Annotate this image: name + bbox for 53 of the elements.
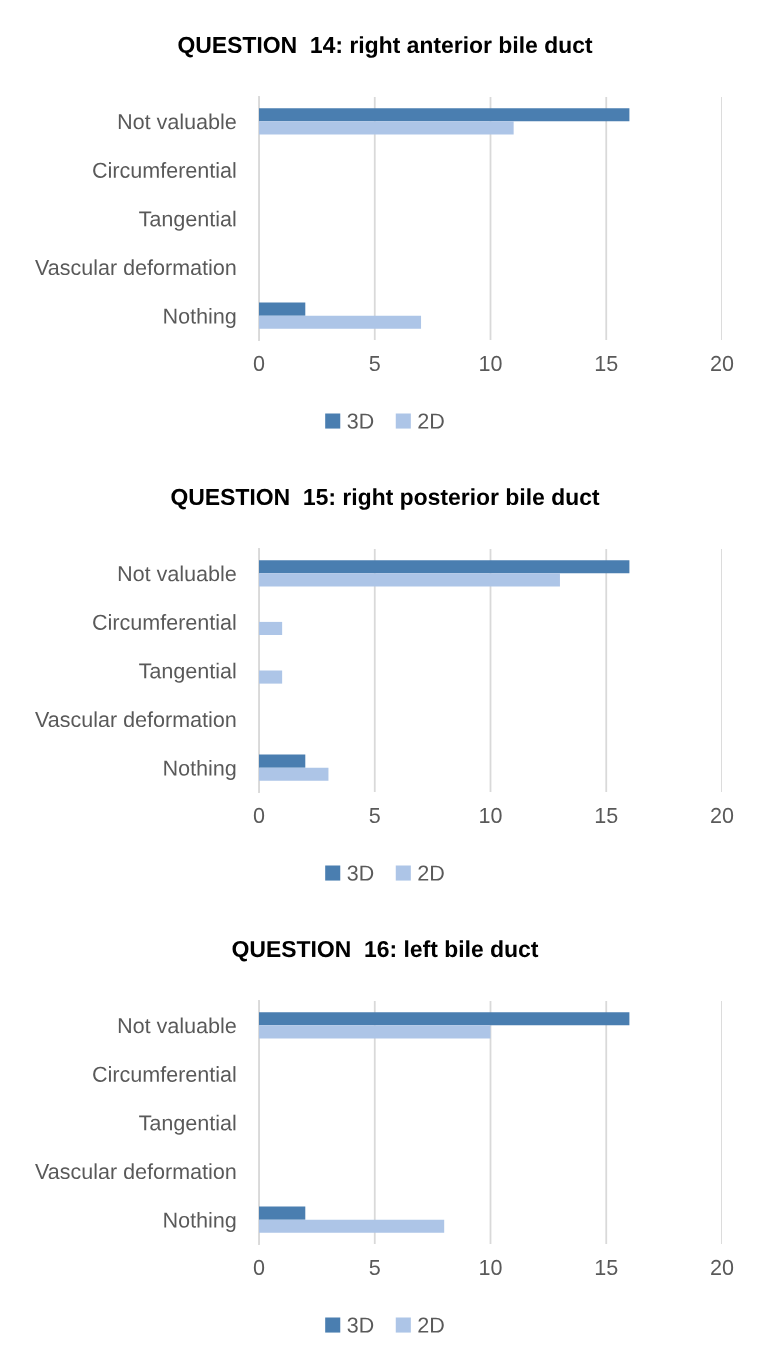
x-tick-label: 10 — [480, 807, 502, 824]
y-tick-label: Nothing — [164, 307, 236, 328]
x-tick-label: 20 — [711, 355, 734, 372]
y-tick-label: Tangential — [139, 1114, 236, 1135]
bar — [259, 1025, 491, 1039]
bar — [259, 621, 283, 636]
x-tick-label: 0 — [253, 1259, 265, 1276]
x-tick-label: 15 — [595, 808, 618, 824]
legend-label: 2D — [418, 413, 444, 429]
legend-label: 3D — [347, 1317, 374, 1333]
legend-label: 2D — [418, 865, 444, 881]
y-tick-label: Circumferential — [93, 162, 236, 178]
legend-label: 3D — [347, 413, 374, 429]
y-tick-label: Nothing — [164, 759, 236, 780]
legend-label: 2D — [418, 1317, 444, 1333]
x-tick-label: 0 — [253, 355, 265, 372]
y-tick-label: Not valuable — [118, 565, 236, 582]
chart-title: QUESTION 15: right posterior bile duct — [171, 488, 600, 510]
y-tick-label: Vascular deformation — [35, 1163, 236, 1180]
bar — [259, 560, 630, 574]
bar — [259, 315, 422, 329]
x-tick-label: 15 — [595, 356, 618, 372]
x-tick-label: 5 — [369, 808, 380, 824]
bar — [259, 1206, 306, 1220]
bar — [259, 108, 630, 122]
y-tick-label: Circumferential — [93, 614, 236, 630]
y-tick-label: Vascular deformation — [35, 711, 236, 728]
y-tick-label: Tangential — [139, 662, 236, 683]
y-tick-label: Not valuable — [118, 1017, 236, 1034]
chart-title: QUESTION 14: right anterior bile duct — [178, 36, 593, 58]
x-tick-label: 5 — [369, 356, 380, 372]
bar — [259, 767, 329, 781]
bar — [259, 1012, 630, 1026]
x-tick-label: 10 — [480, 355, 502, 372]
bar — [259, 302, 306, 316]
x-tick-label: 0 — [253, 807, 265, 824]
bar — [259, 670, 283, 684]
x-tick-label: 20 — [711, 807, 734, 824]
x-tick-label: 15 — [595, 1260, 618, 1276]
bar — [259, 121, 514, 135]
chart-title: QUESTION 16: left bile duct — [232, 940, 539, 962]
x-tick-label: 20 — [711, 1259, 734, 1276]
y-tick-label: Tangential — [139, 210, 236, 231]
bar — [259, 754, 306, 768]
y-tick-label: Not valuable — [118, 113, 236, 130]
bar — [259, 1219, 445, 1233]
legend-label: 3D — [347, 865, 374, 881]
x-tick-label: 5 — [369, 1260, 380, 1276]
y-tick-label: Nothing — [164, 1211, 236, 1232]
bar — [259, 573, 560, 587]
x-tick-label: 10 — [480, 1259, 502, 1276]
y-tick-label: Vascular deformation — [35, 259, 236, 276]
y-tick-label: Circumferential — [93, 1066, 236, 1082]
